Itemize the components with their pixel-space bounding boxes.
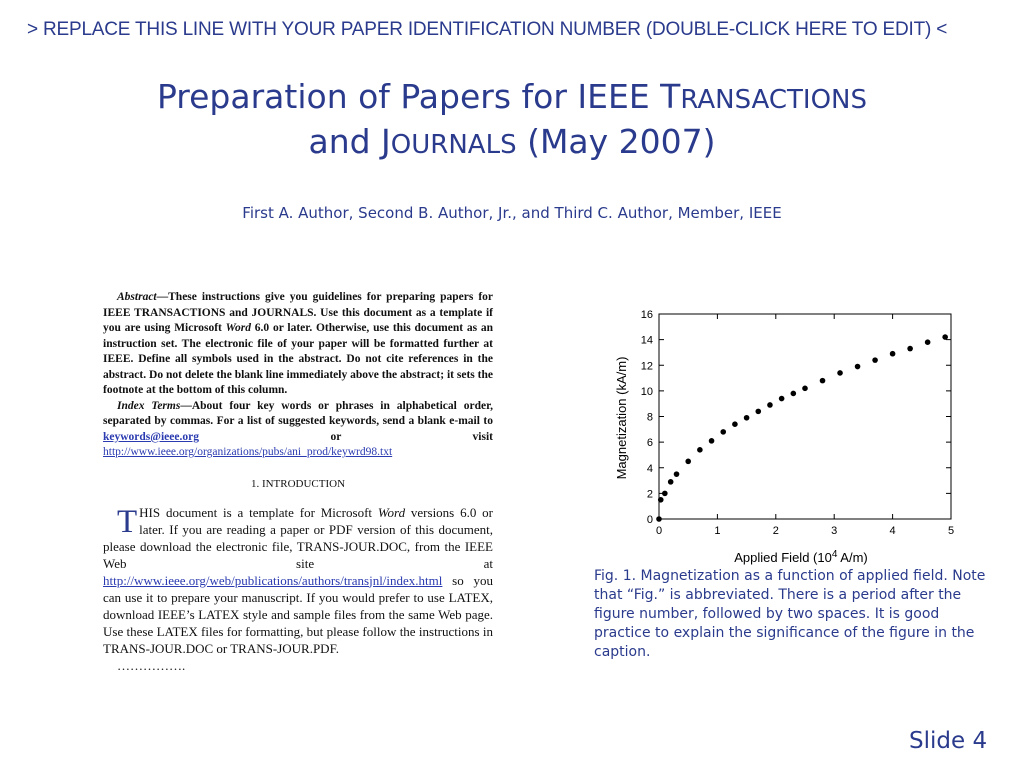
data-point xyxy=(720,429,727,435)
continuation-dots: ……………. xyxy=(117,657,186,673)
data-point xyxy=(685,458,691,465)
data-point xyxy=(802,385,808,392)
title-smallcaps-transactions: RANSACTIONS xyxy=(680,85,868,115)
abstract-text-2: 6.0 or later. Otherwise, use this docume… xyxy=(103,322,493,396)
intro-paragraph: T HIS document is a template for Microsof… xyxy=(103,504,493,657)
data-point xyxy=(819,377,826,384)
data-point xyxy=(872,357,878,363)
author-line: First A. Author, Second B. Author, Jr., … xyxy=(242,204,782,222)
data-point xyxy=(673,471,680,477)
abstract-text: —These instructions give you guidelines … xyxy=(103,291,493,334)
slide-number: Slide 4 xyxy=(909,728,988,754)
index-terms-lead: Index Terms xyxy=(117,399,181,412)
index-terms-paragraph: Index Terms—About four key words or phra… xyxy=(103,399,493,461)
data-point xyxy=(924,339,931,345)
index-terms-text: —About four key words or phrases in alph… xyxy=(103,399,493,428)
abstract-lead: Abstract xyxy=(117,291,157,303)
data-point xyxy=(907,345,913,352)
y-tick-label: 4 xyxy=(647,463,653,475)
index-terms-text-2: or visit xyxy=(198,430,493,443)
abstract-word: Word xyxy=(225,322,252,334)
x-tick-label: 0 xyxy=(656,525,662,537)
data-point xyxy=(942,334,948,340)
y-tick-label: 8 xyxy=(647,412,653,424)
data-point xyxy=(790,390,797,397)
y-tick-label: 10 xyxy=(641,386,653,398)
data-point xyxy=(657,496,664,503)
chart-xlabel-pre: Applied Field (10 xyxy=(734,550,832,565)
y-tick-label: 16 xyxy=(641,309,653,321)
y-tick-label: 6 xyxy=(647,437,653,449)
x-tick-label: 1 xyxy=(714,525,720,537)
data-point xyxy=(662,490,668,497)
y-tick-label: 2 xyxy=(647,488,653,500)
chart-ylabel: Magnetization (kA/m) xyxy=(614,357,629,480)
data-point xyxy=(667,479,674,485)
data-point xyxy=(755,408,762,415)
data-point xyxy=(854,363,861,370)
keywords-url-link[interactable]: http://www.ieee.org/organizations/pubs/a… xyxy=(103,446,393,458)
y-tick-label: 12 xyxy=(641,360,653,372)
data-point xyxy=(837,370,843,376)
left-column: Abstract—These instructions give you gui… xyxy=(103,290,493,674)
x-tick-label: 3 xyxy=(831,525,837,537)
y-tick-label: 14 xyxy=(641,335,653,347)
data-point xyxy=(697,447,703,453)
title-main: Preparation of Papers for IEEE T xyxy=(156,77,681,116)
drop-cap: T xyxy=(117,503,138,540)
data-point xyxy=(732,421,738,427)
title-smallcaps-journals: OURNALS xyxy=(390,130,517,160)
x-tick-label: 2 xyxy=(773,525,779,537)
intro-text-1: HIS document is a template for Microsoft xyxy=(139,504,378,520)
intro-text-2: versions 6.0 or later. If you are readin… xyxy=(103,504,493,571)
data-point xyxy=(656,516,662,522)
data-point xyxy=(889,350,896,357)
plot-frame xyxy=(658,313,952,520)
figure-caption: Fig. 1. Magnetization as a function of a… xyxy=(594,568,986,660)
title-line-1: Preparation of Papers for IEEE TRANSACTI… xyxy=(0,76,1024,121)
intro-heading: 1. INTRODUCTION xyxy=(250,477,346,490)
data-point xyxy=(708,438,715,444)
x-tick-label: 5 xyxy=(948,525,954,537)
title-date: (May 2007) xyxy=(516,122,716,161)
chart-xlabel-exp: 4 xyxy=(832,549,838,560)
intro-word: Word xyxy=(377,504,406,520)
paper-id-line[interactable]: > REPLACE THIS LINE WITH YOUR PAPER IDEN… xyxy=(27,19,948,40)
keywords-email-link[interactable]: keywords@ieee.org xyxy=(103,430,199,443)
title-line-2: and JOURNALS (May 2007) xyxy=(0,121,1024,166)
chart-xlabel-post: A/m) xyxy=(837,550,867,565)
data-point xyxy=(778,395,785,402)
intro-text-3: so you can use it to prepare your manusc… xyxy=(103,572,493,656)
data-point xyxy=(767,402,773,408)
paper-title: Preparation of Papers for IEEE TRANSACTI… xyxy=(0,76,1024,166)
abstract-paragraph: Abstract—These instructions give you gui… xyxy=(103,290,493,399)
data-point xyxy=(743,414,750,421)
y-tick-label: 0 xyxy=(647,514,653,526)
chart-xlabel: Applied Field (104 A/m) xyxy=(734,549,867,565)
title-and-j: and J xyxy=(308,122,391,161)
transjnl-url-link[interactable]: http://www.ieee.org/web/publications/aut… xyxy=(103,572,443,588)
x-tick-label: 4 xyxy=(890,525,896,537)
